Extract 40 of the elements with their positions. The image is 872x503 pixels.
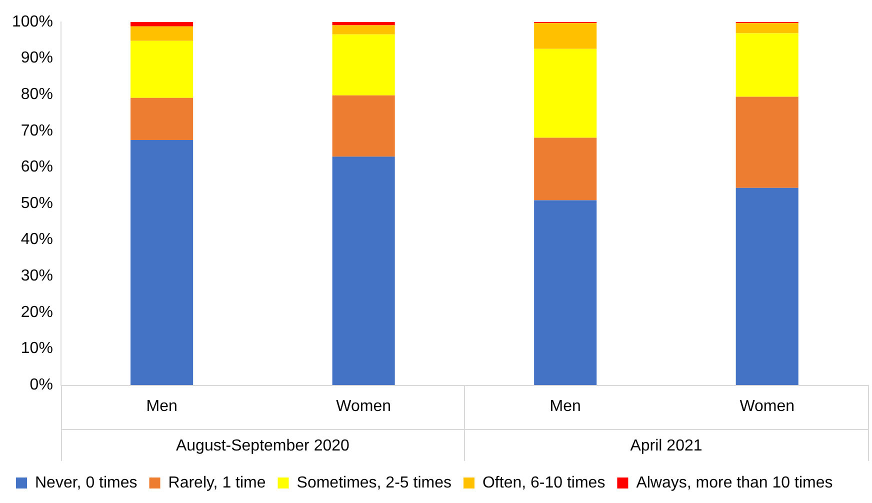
y-tick-label: 70% (20, 122, 53, 140)
y-tick-label: 10% (20, 340, 53, 358)
x-tick-label: Women (740, 398, 795, 416)
bar (130, 22, 194, 26)
legend-label: Always, more than 10 times (636, 474, 833, 492)
bar (332, 34, 395, 96)
y-tick-label: 40% (20, 231, 53, 248)
bar (534, 138, 597, 200)
bar (130, 26, 194, 41)
legend-label: Often, 6-10 times (482, 474, 606, 492)
bar (332, 25, 395, 34)
bar (534, 23, 597, 49)
bar (130, 40, 194, 98)
bar (332, 22, 395, 26)
text: April 2021 (630, 437, 702, 454)
bar (736, 188, 798, 385)
y-tick-label: 60% (20, 158, 53, 176)
y-tick-label: 80% (20, 86, 53, 104)
bar (332, 95, 395, 157)
legend-label: Sometimes, 2-5 times (296, 474, 452, 492)
y-tick-label: 90% (20, 50, 53, 67)
x-tick-label: Women (336, 398, 391, 416)
bar (736, 96, 798, 188)
y-tick-label: 50% (20, 194, 53, 212)
bar (130, 98, 194, 140)
y-tick-label: 0% (30, 376, 53, 394)
bar (534, 48, 597, 138)
bar (332, 156, 395, 385)
bar (130, 140, 194, 385)
bar (736, 33, 798, 97)
legend-label: Rarely, 1 time (168, 474, 266, 492)
y-tick-label: 100% (12, 13, 53, 30)
y-tick-label: 30% (20, 268, 53, 285)
legend-label: Never, 0 times (35, 474, 138, 492)
x-tick-label: Men (550, 398, 581, 416)
text: August-September 2020 (176, 437, 350, 454)
bar (736, 23, 798, 34)
bar (534, 200, 597, 385)
x-tick-label: Men (146, 398, 178, 416)
y-tick-label: 20% (20, 304, 53, 321)
